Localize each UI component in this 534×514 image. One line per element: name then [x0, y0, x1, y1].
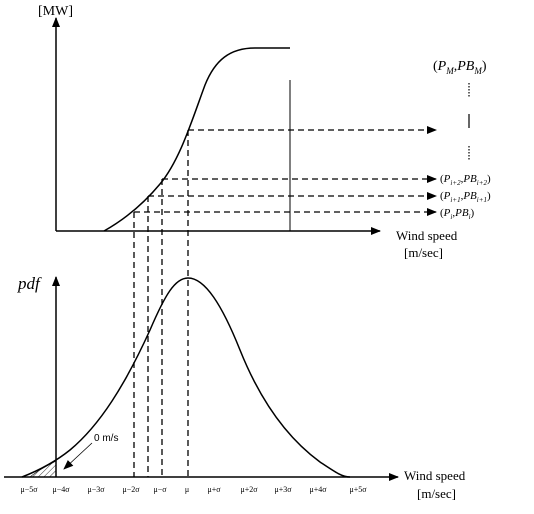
annotation-0ms: 0 m/s [94, 433, 118, 444]
top-chart: [MW] Wind speed [m/sec] (PM,PBM) (Pi+2,P… [38, 4, 491, 260]
tick-labels: μ−5σ μ−4σ μ−3σ μ−2σ μ−σ μ μ+σ μ+2σ μ+3σ … [20, 485, 367, 494]
bottom-y-label: pdf [17, 274, 42, 293]
bottom-x-label: Wind speed [404, 468, 466, 483]
bottom-chart: pdf Wind speed [m/sec] 0 m/s μ−5σ μ−4σ μ… [4, 274, 466, 501]
vertical-connectors [133, 130, 189, 477]
tick-label: μ−3σ [87, 485, 105, 494]
pdf-curve [21, 277, 351, 478]
power-curve [103, 47, 290, 232]
tick-label: μ−4σ [52, 485, 70, 494]
label-pi2-pbi2: (Pi+2,PBi+2) [440, 173, 491, 187]
hatched-region [29, 460, 57, 478]
tick-label: μ+σ [207, 485, 221, 494]
tick-label: μ+4σ [309, 485, 327, 494]
tick-label: μ+5σ [349, 485, 367, 494]
tick-label: μ−2σ [122, 485, 140, 494]
label-pi-pbi: (Pi,PBi) [440, 207, 475, 221]
top-x-unit: [m/sec] [404, 245, 443, 260]
tick-label: μ [185, 485, 189, 494]
annotation-arrow [63, 442, 93, 470]
tick-label: μ−5σ [20, 485, 38, 494]
tick-label: μ+3σ [274, 485, 292, 494]
bottom-x-unit: [m/sec] [417, 486, 456, 501]
top-y-unit: [MW] [38, 4, 73, 19]
label-pm-pbm: (PM,PBM) [433, 59, 487, 76]
tick-label: μ+2σ [240, 485, 258, 494]
top-x-label: Wind speed [396, 228, 458, 243]
tick-label: μ−σ [153, 485, 167, 494]
label-pi1-pbi1: (Pi+1,PBi+1) [440, 190, 491, 204]
